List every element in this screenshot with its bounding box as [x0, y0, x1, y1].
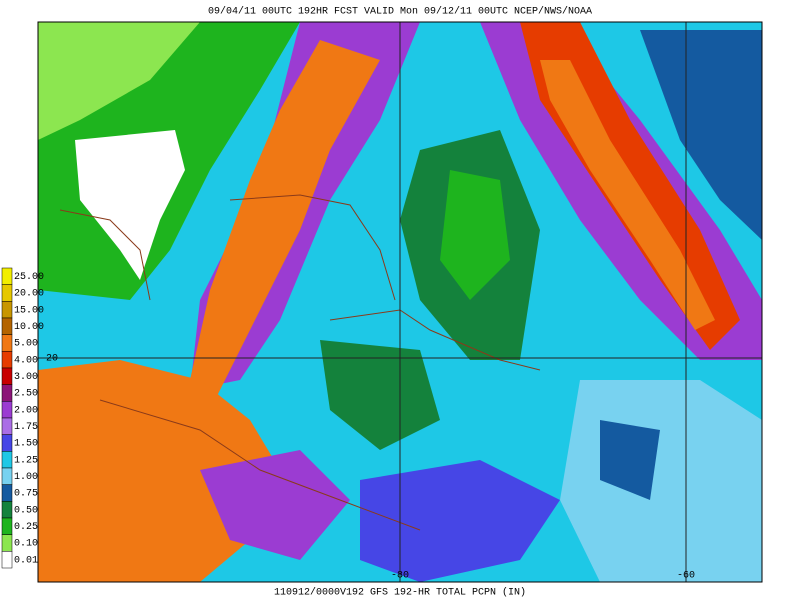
- graticule: 20 -80 -60: [37, 21, 763, 583]
- legend-label: 0.50: [14, 505, 38, 516]
- legend-swatch: [1, 284, 13, 302]
- legend-swatch: [1, 417, 13, 435]
- field-purple-south: [200, 450, 350, 560]
- field-orange-south: [38, 360, 280, 582]
- field-green-center: [440, 170, 510, 300]
- field-orange-band: [190, 40, 380, 400]
- legend-label: 1.50: [14, 439, 38, 450]
- field-blue-south: [360, 460, 560, 582]
- field-blue-east: [640, 30, 762, 240]
- legend-label: 15.00: [14, 305, 44, 316]
- footer-caption: 110912/0000V192 GFS 192-HR TOTAL PCPN (I…: [274, 587, 526, 599]
- legend-swatch: [1, 451, 13, 469]
- legend-swatch: [1, 467, 13, 485]
- legend-swatch: [1, 534, 13, 552]
- legend-label: 0.75: [14, 489, 38, 500]
- legend-swatch: [1, 517, 13, 535]
- legend-label: 0.25: [14, 522, 38, 533]
- legend-label: 1.25: [14, 455, 38, 466]
- legend-swatch: [1, 501, 13, 519]
- longitude-label: -60: [677, 571, 695, 582]
- coastline: [99, 399, 421, 531]
- legend-swatch: [1, 484, 13, 502]
- map-frame: [37, 21, 763, 583]
- legend-label: 1.75: [14, 422, 38, 433]
- legend-swatch: [1, 401, 13, 419]
- legend-label: 3.00: [14, 372, 38, 383]
- legend-swatch: [1, 551, 13, 569]
- field-green-south: [320, 340, 440, 450]
- field-white: [75, 130, 185, 280]
- legend-label: 0.10: [14, 539, 38, 550]
- legend-label: 2.50: [14, 389, 38, 400]
- coastlines: [59, 194, 541, 531]
- legend-swatch: [1, 334, 13, 352]
- legend-swatch: [1, 384, 13, 402]
- field-orange-east: [540, 60, 715, 330]
- latitude-label: 20: [46, 354, 58, 365]
- coastline: [329, 309, 541, 371]
- legend-label: 1.00: [14, 472, 38, 483]
- legend-swatch: [1, 267, 13, 285]
- legend-swatch: [1, 434, 13, 452]
- longitude-label: -80: [391, 571, 409, 582]
- legend-label: 20.00: [14, 289, 44, 300]
- field-blue-southeast: [600, 420, 660, 500]
- field-lightblue-southeast: [560, 380, 762, 582]
- coastline: [229, 194, 396, 301]
- field-light-green: [38, 22, 200, 140]
- coastline: [59, 209, 151, 301]
- legend-label: 4.00: [14, 355, 38, 366]
- legend: 25.00 20.00 15.00 10.00 5.00 4.00 3.00 2.50 2.00…: [1, 267, 44, 569]
- legend-label: 25.00: [14, 272, 44, 283]
- legend-swatch: [1, 301, 13, 319]
- legend-label: 0.01: [14, 555, 38, 566]
- legend-label: 5.00: [14, 339, 38, 350]
- header-title: 09/04/11 00UTC 192HR FCST VALID Mon 09/1…: [208, 6, 592, 18]
- legend-label: 10.00: [14, 322, 44, 333]
- precipitation-field: [38, 22, 762, 582]
- legend-swatch: [1, 367, 13, 385]
- legend-swatch: [1, 317, 13, 335]
- legend-swatch: [1, 351, 13, 369]
- legend-label: 2.00: [14, 405, 38, 416]
